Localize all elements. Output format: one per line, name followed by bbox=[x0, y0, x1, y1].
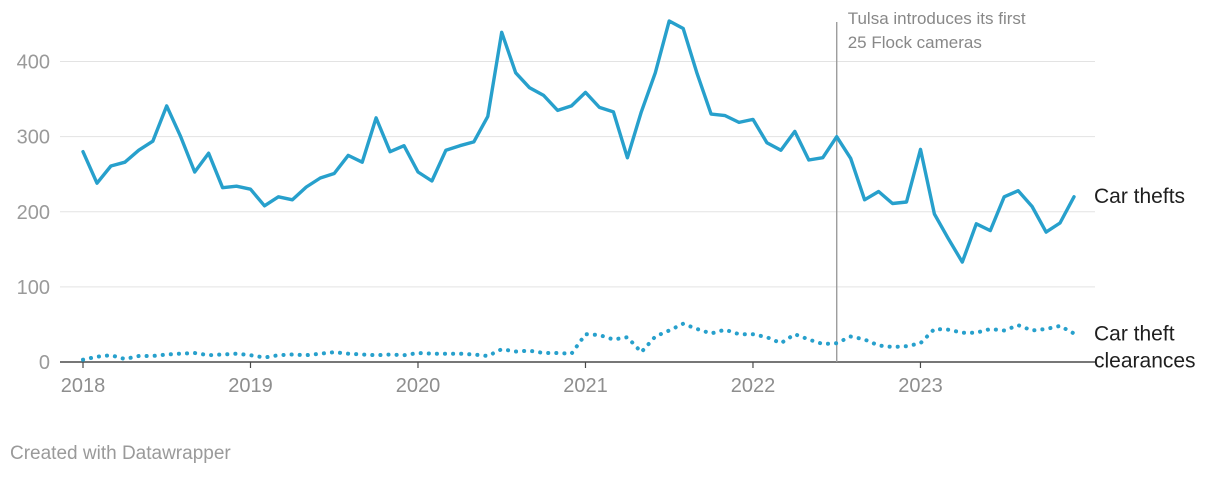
credit-text: Created with Datawrapper bbox=[10, 443, 231, 464]
series-label: clearances bbox=[1094, 349, 1196, 372]
line-chart: Tulsa introduces its first 25 Flock camer… bbox=[17, 9, 1196, 397]
series-label: Car theft bbox=[1094, 322, 1175, 345]
series-group bbox=[81, 19, 1076, 362]
annotation-group: Tulsa introduces its first 25 Flock camer… bbox=[836, 9, 1026, 362]
grid-lines bbox=[60, 61, 1095, 368]
series-line-car-thefts bbox=[81, 19, 1076, 264]
x-tick-label: 2023 bbox=[898, 375, 943, 397]
axis-labels: 0 100 200 300 400 2018 2019 2020 2021 2022 2023 bbox=[17, 52, 943, 397]
x-tick-label: 2022 bbox=[731, 375, 776, 397]
x-tick-label: 2021 bbox=[563, 375, 608, 397]
annotation-text: 25 Flock cameras bbox=[848, 33, 982, 52]
x-tick-label: 2020 bbox=[396, 375, 441, 397]
series-label: Car thefts bbox=[1094, 185, 1185, 208]
x-tick-label: 2018 bbox=[61, 375, 106, 397]
series-labels: Car thefts Car theft clearances bbox=[1094, 185, 1196, 373]
y-tick-label: 200 bbox=[17, 202, 50, 224]
y-tick-label: 300 bbox=[17, 127, 50, 149]
y-tick-label: 100 bbox=[17, 277, 50, 299]
annotation-text: Tulsa introduces its first bbox=[848, 9, 1026, 28]
series-line-car-theft-clearances bbox=[81, 321, 1076, 362]
y-tick-label: 0 bbox=[39, 352, 50, 374]
y-tick-label: 400 bbox=[17, 52, 50, 74]
x-tick-label: 2019 bbox=[228, 375, 273, 397]
